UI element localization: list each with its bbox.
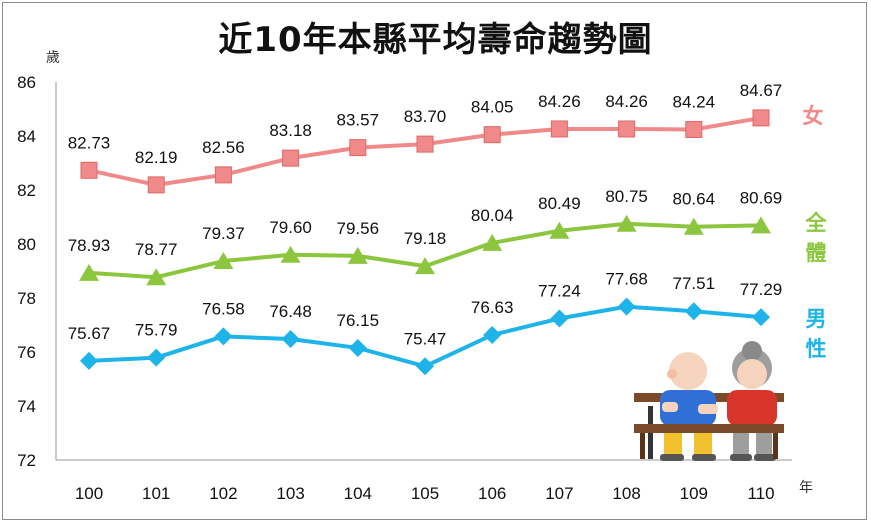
triangle-marker bbox=[347, 246, 368, 264]
y-axis-unit: 歲 bbox=[46, 50, 60, 66]
data-label: 79.18 bbox=[404, 229, 447, 248]
diamond-marker bbox=[416, 357, 434, 376]
data-label: 79.60 bbox=[269, 218, 312, 237]
y-tick-label: 72 bbox=[17, 451, 36, 470]
square-marker bbox=[416, 135, 434, 153]
data-label: 76.58 bbox=[202, 299, 245, 318]
triangle-marker bbox=[549, 221, 570, 239]
data-label: 80.69 bbox=[740, 188, 783, 207]
diamond-marker bbox=[550, 309, 569, 328]
data-label: 77.24 bbox=[538, 282, 581, 301]
x-tick-label: 104 bbox=[344, 484, 372, 503]
series-label-char: 體 bbox=[806, 241, 827, 265]
x-axis-unit: 年 bbox=[799, 480, 813, 496]
triangle-marker bbox=[280, 245, 301, 263]
data-label: 78.93 bbox=[68, 236, 111, 255]
data-label: 80.49 bbox=[538, 194, 581, 213]
square-marker bbox=[483, 126, 501, 144]
data-label: 77.29 bbox=[740, 280, 783, 299]
x-tick-label: 101 bbox=[142, 484, 170, 503]
triangle-marker bbox=[482, 233, 503, 251]
data-label: 82.56 bbox=[202, 138, 245, 157]
x-tick-label: 107 bbox=[545, 484, 573, 503]
x-tick-label: 108 bbox=[612, 484, 640, 503]
data-label: 75.79 bbox=[135, 321, 178, 340]
data-label: 75.47 bbox=[404, 329, 447, 348]
square-marker bbox=[80, 161, 98, 179]
y-tick-label: 76 bbox=[17, 343, 36, 362]
data-label: 82.19 bbox=[135, 148, 178, 167]
series-label-char: 性 bbox=[806, 337, 827, 361]
data-label: 84.67 bbox=[740, 81, 783, 100]
square-marker bbox=[214, 166, 232, 184]
data-label: 84.26 bbox=[605, 92, 648, 111]
diamond-marker bbox=[80, 351, 98, 370]
data-label: 84.24 bbox=[673, 93, 716, 112]
data-label: 76.63 bbox=[471, 298, 514, 317]
diamond-marker bbox=[281, 330, 300, 349]
data-label: 75.67 bbox=[68, 324, 111, 343]
data-label: 84.26 bbox=[538, 92, 581, 111]
x-tick-label: 103 bbox=[276, 484, 304, 503]
series-label-char: 全 bbox=[805, 211, 828, 235]
diamond-marker bbox=[752, 308, 770, 327]
y-tick-label: 84 bbox=[17, 127, 36, 146]
elderly-couple-illustration bbox=[634, 341, 784, 461]
data-label: 80.64 bbox=[673, 190, 716, 209]
square-marker bbox=[550, 120, 568, 138]
diamond-marker bbox=[684, 302, 703, 321]
series-label-char: 女 bbox=[803, 104, 824, 128]
diamond-marker bbox=[348, 338, 367, 357]
data-label: 80.75 bbox=[605, 187, 648, 206]
square-marker bbox=[349, 139, 367, 157]
data-label: 77.68 bbox=[605, 270, 648, 289]
square-marker bbox=[752, 109, 770, 127]
chart-title: 近10年本縣平均壽命趨勢圖 bbox=[218, 20, 653, 60]
square-marker bbox=[618, 120, 636, 138]
y-tick-label: 80 bbox=[17, 235, 36, 254]
data-label: 76.15 bbox=[337, 311, 380, 330]
square-marker bbox=[685, 121, 703, 139]
triangle-marker bbox=[146, 268, 167, 286]
x-tick-label: 109 bbox=[680, 484, 708, 503]
series-layer bbox=[79, 109, 771, 376]
diamond-marker bbox=[214, 327, 233, 346]
x-tick-label: 102 bbox=[209, 484, 237, 503]
diamond-marker bbox=[617, 297, 636, 316]
data-label: 84.05 bbox=[471, 98, 514, 117]
data-label: 78.77 bbox=[135, 240, 178, 259]
data-label: 83.57 bbox=[337, 111, 380, 130]
x-tick-label: 110 bbox=[747, 484, 774, 503]
axes: 72 74 76 78 80 82 84 86 歲 100 101 102 103 104 105 106 10… bbox=[17, 50, 813, 503]
data-label: 80.04 bbox=[471, 206, 514, 225]
triangle-marker bbox=[683, 217, 704, 235]
square-marker bbox=[147, 176, 165, 194]
data-label: 77.51 bbox=[673, 274, 716, 293]
x-tick-label: 105 bbox=[411, 484, 439, 503]
triangle-marker bbox=[751, 216, 771, 234]
data-label: 82.73 bbox=[68, 133, 111, 152]
y-tick-label: 82 bbox=[17, 181, 36, 200]
data-labels: 82.73 82.19 82.56 83.18 83.57 83.70 84.05 84.26… bbox=[68, 81, 783, 348]
square-marker bbox=[282, 149, 300, 167]
y-tick-label: 74 bbox=[17, 397, 36, 416]
y-tick-label: 86 bbox=[17, 73, 36, 92]
x-tick-label: 106 bbox=[478, 484, 506, 503]
triangle-marker bbox=[415, 257, 435, 275]
data-label: 76.48 bbox=[269, 302, 312, 321]
data-label: 83.18 bbox=[269, 121, 312, 140]
data-label: 79.37 bbox=[202, 224, 245, 243]
x-tick-label: 100 bbox=[75, 484, 103, 503]
diamond-marker bbox=[147, 348, 166, 367]
triangle-marker bbox=[213, 252, 234, 270]
series-label-char: 男 bbox=[806, 307, 827, 331]
data-label: 83.70 bbox=[404, 107, 447, 126]
diamond-marker bbox=[483, 325, 502, 344]
y-tick-label: 78 bbox=[17, 289, 36, 308]
triangle-marker bbox=[79, 263, 99, 281]
triangle-marker bbox=[616, 214, 637, 232]
data-label: 79.56 bbox=[337, 219, 380, 238]
